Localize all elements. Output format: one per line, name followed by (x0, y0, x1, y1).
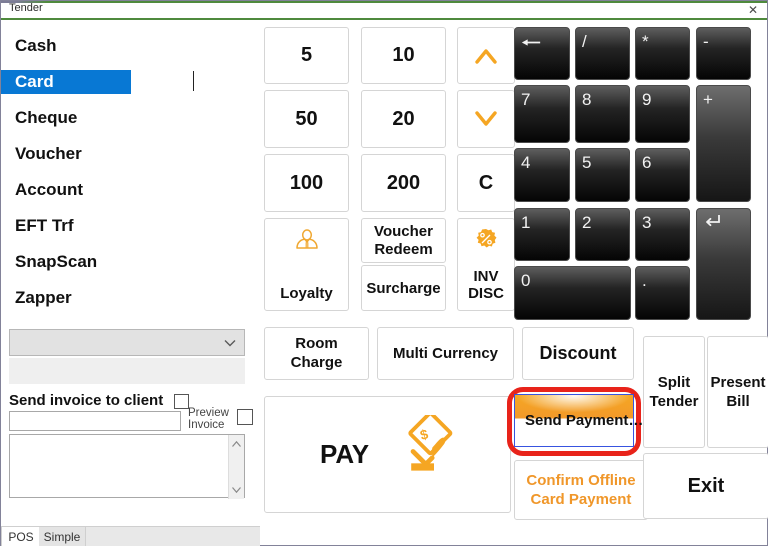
svg-text:$: $ (418, 427, 430, 444)
